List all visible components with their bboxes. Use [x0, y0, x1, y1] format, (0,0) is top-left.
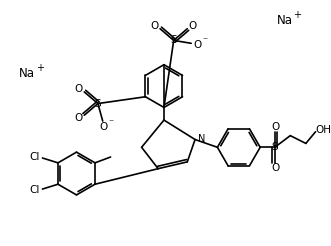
- Text: Cl: Cl: [29, 185, 40, 195]
- Text: O: O: [272, 163, 280, 173]
- Text: ⁻: ⁻: [108, 118, 113, 128]
- Text: S: S: [170, 35, 177, 46]
- Text: O: O: [74, 113, 82, 123]
- Text: O: O: [188, 21, 196, 31]
- Text: O: O: [100, 122, 108, 132]
- Text: O: O: [272, 122, 280, 132]
- Text: S: S: [95, 99, 101, 108]
- Text: Cl: Cl: [29, 152, 40, 162]
- Text: +: +: [36, 62, 44, 73]
- Text: +: +: [293, 10, 301, 20]
- Text: Na: Na: [277, 15, 293, 28]
- Text: Na: Na: [19, 67, 35, 80]
- Text: O: O: [194, 40, 202, 50]
- Text: ⁻: ⁻: [202, 36, 207, 46]
- Text: O: O: [74, 84, 82, 94]
- Text: N: N: [198, 134, 205, 144]
- Text: S: S: [271, 142, 278, 152]
- Text: OH: OH: [315, 125, 331, 135]
- Text: O: O: [150, 21, 158, 31]
